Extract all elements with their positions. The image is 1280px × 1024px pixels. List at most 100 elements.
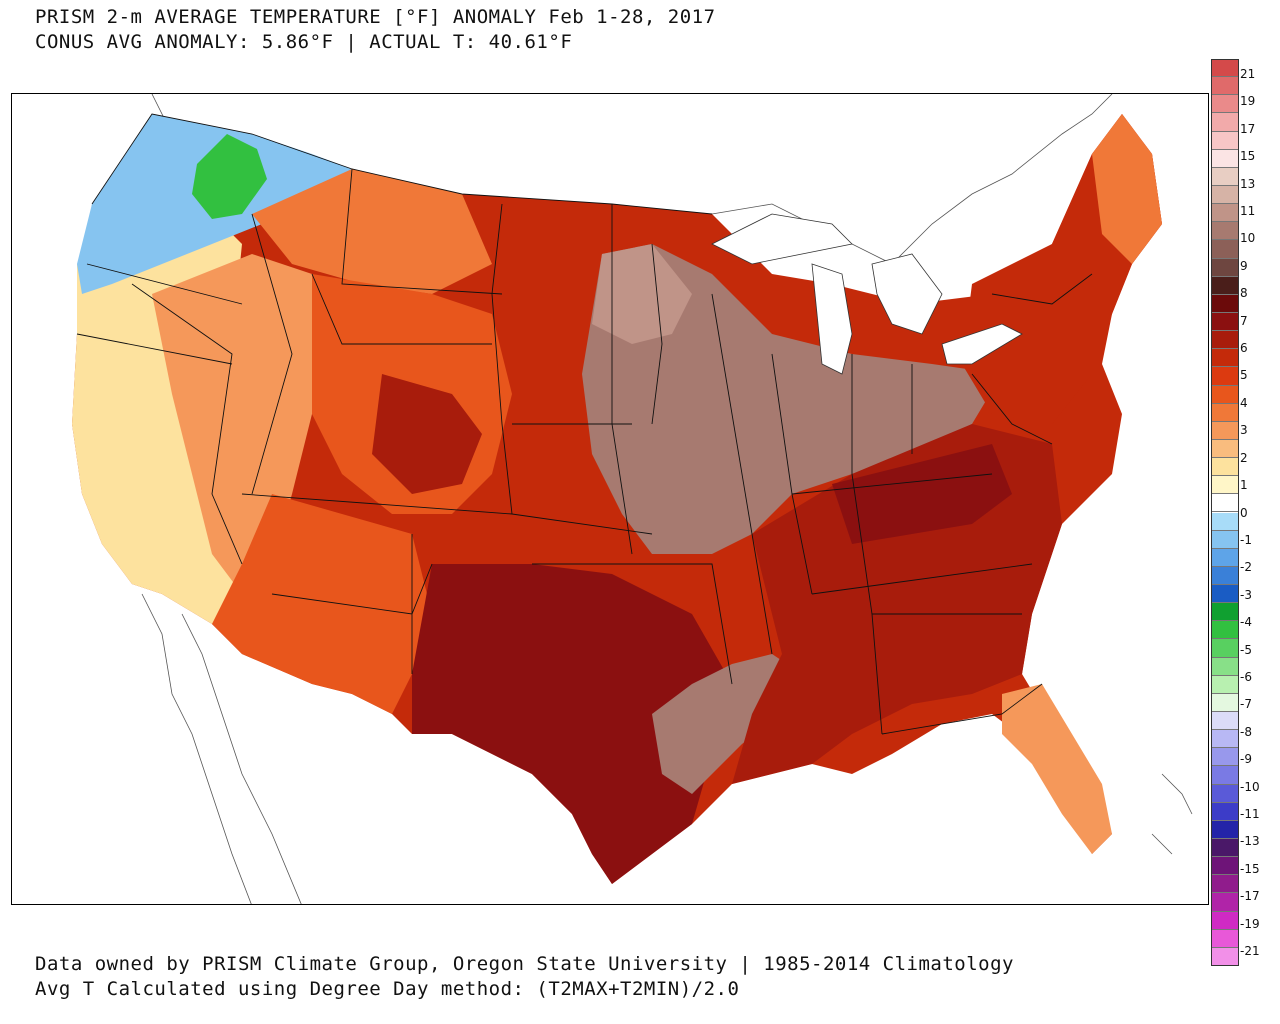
colorbar-swatch [1211, 77, 1239, 96]
colorbar-tick-label: -10 [1240, 779, 1260, 794]
colorbar-tick-label: -11 [1240, 806, 1260, 821]
colorbar-tick-label: -2 [1240, 560, 1252, 575]
conus-anomaly-map [72, 94, 1193, 904]
region-great-basin [152, 254, 342, 594]
colorbar-tick-label: 8 [1240, 286, 1248, 301]
colorbar-tick-label: -8 [1240, 724, 1252, 739]
colorbar-swatch [1211, 458, 1239, 477]
colorbar-swatch [1211, 439, 1239, 459]
map-frame [11, 93, 1209, 905]
data-credit: Data owned by PRISM Climate Group, Orego… [35, 953, 1014, 975]
lake-erie-ontario [941, 323, 1023, 365]
colorbar-tick-label: -9 [1240, 752, 1252, 767]
colorbar-tick-label: 1 [1240, 478, 1248, 493]
colorbar-swatch [1211, 802, 1239, 821]
colorbar-tick-label: 17 [1240, 121, 1256, 136]
colorbar-tick-label: 15 [1240, 149, 1256, 164]
colorbar-swatch [1211, 185, 1239, 205]
colorbar-swatch [1211, 639, 1239, 658]
region-minnesota-light [592, 244, 692, 344]
colorbar-tick-label: -21 [1240, 944, 1260, 958]
colorbar-tick-label: -6 [1240, 669, 1252, 684]
colorbar-swatch [1211, 875, 1239, 894]
map-title: PRISM 2-m AVERAGE TEMPERATURE [°F] ANOMA… [35, 6, 716, 28]
colorbar-swatch [1211, 657, 1239, 676]
colorbar-swatch [1211, 222, 1239, 241]
lake-michigan [811, 263, 853, 375]
region-colorado-dark [372, 374, 482, 494]
colorbar-swatch [1211, 839, 1239, 858]
lake-superior [711, 213, 853, 265]
region-southwest [212, 494, 432, 714]
lake-huron [871, 253, 943, 335]
colorbar-swatch [1211, 929, 1239, 948]
colorbar-swatch [1211, 385, 1239, 404]
colorbar-swatch [1211, 784, 1239, 803]
colorbar-swatch [1211, 149, 1239, 168]
colorbar-swatch [1211, 421, 1239, 440]
colorbar-swatch [1211, 730, 1239, 749]
colorbar-swatch [1211, 95, 1239, 114]
colorbar-swatch [1211, 167, 1239, 186]
anomaly-fill [72, 114, 1162, 884]
region-idaho-montana-warm [252, 169, 492, 294]
colorbar-tick-label: 6 [1240, 341, 1248, 356]
colorbar-tick-label: -19 [1240, 916, 1260, 931]
colorbar-swatch [1211, 240, 1239, 259]
colorbar-tick-label: 13 [1240, 176, 1256, 191]
colorbar-swatch [1211, 748, 1239, 767]
map-subtitle: CONUS AVG ANOMALY: 5.86°F | ACTUAL T: 40… [35, 31, 573, 53]
colorbar-swatch [1211, 512, 1239, 531]
colorbar-tick-label: 7 [1240, 313, 1248, 328]
colorbar-swatch [1211, 113, 1239, 132]
colorbar-swatch [1211, 403, 1239, 422]
colorbar-swatch [1211, 276, 1239, 295]
colorbar-swatch [1211, 766, 1239, 785]
colorbar-swatch [1211, 857, 1239, 876]
colorbar-tick-label: -7 [1240, 697, 1252, 712]
colorbar-swatch [1211, 131, 1239, 150]
colorbar-tick-label: 0 [1240, 505, 1248, 520]
colorbar-tick-label: 5 [1240, 368, 1248, 383]
colorbar-tick-label: -15 [1240, 861, 1260, 876]
region-florida [1002, 684, 1112, 854]
colorbar-tick-label: 10 [1240, 231, 1256, 246]
region-cascade-green [192, 134, 267, 219]
colorbar-swatch [1211, 312, 1239, 332]
colorbar-swatch [1211, 947, 1239, 966]
state-boundaries [76, 113, 1093, 735]
colorbar-swatch [1211, 367, 1239, 386]
colorbar-swatch [1211, 603, 1239, 622]
bahamas-outline [1151, 773, 1193, 855]
colorbar-tick-label: -13 [1240, 834, 1260, 849]
colorbar-swatch [1211, 204, 1239, 223]
colorbar-tick-label: -1 [1240, 532, 1252, 547]
colorbar-swatch [1211, 693, 1239, 713]
colorbar-swatch [1211, 59, 1239, 78]
colorbar-tick-label: -4 [1240, 615, 1252, 630]
colorbar-tick-label: 21 [1240, 67, 1256, 81]
colorbar-swatch [1211, 893, 1239, 912]
colorbar-tick-label: -5 [1240, 642, 1252, 657]
mexico-baja-outline [141, 593, 302, 904]
region-midwest-brown [582, 244, 1002, 554]
colorbar-tick-label: 4 [1240, 395, 1248, 410]
colorbar-swatch [1211, 494, 1239, 513]
colorbar-tick-label: 9 [1240, 258, 1248, 273]
region-texas [412, 564, 732, 884]
colorbar-tick-label: 2 [1240, 450, 1248, 465]
colorbar-swatch [1211, 331, 1239, 350]
colorbar-swatch [1211, 585, 1239, 604]
colorbar-tick-label: 3 [1240, 423, 1248, 438]
colorbar-tick-label: 19 [1240, 94, 1256, 109]
region-maine-orange [1092, 114, 1162, 264]
colorbar-swatch [1211, 349, 1239, 368]
colorbar-swatch [1211, 258, 1239, 277]
colorbar-swatch [1211, 530, 1239, 549]
colorbar-swatch [1211, 820, 1239, 839]
colorbar-swatch [1211, 476, 1239, 495]
colorbar-tick-label: -3 [1240, 587, 1252, 602]
region-ohio-valley-dark [832, 444, 1012, 544]
colorbar-swatch [1211, 675, 1239, 694]
colorbar-swatch [1211, 294, 1239, 313]
